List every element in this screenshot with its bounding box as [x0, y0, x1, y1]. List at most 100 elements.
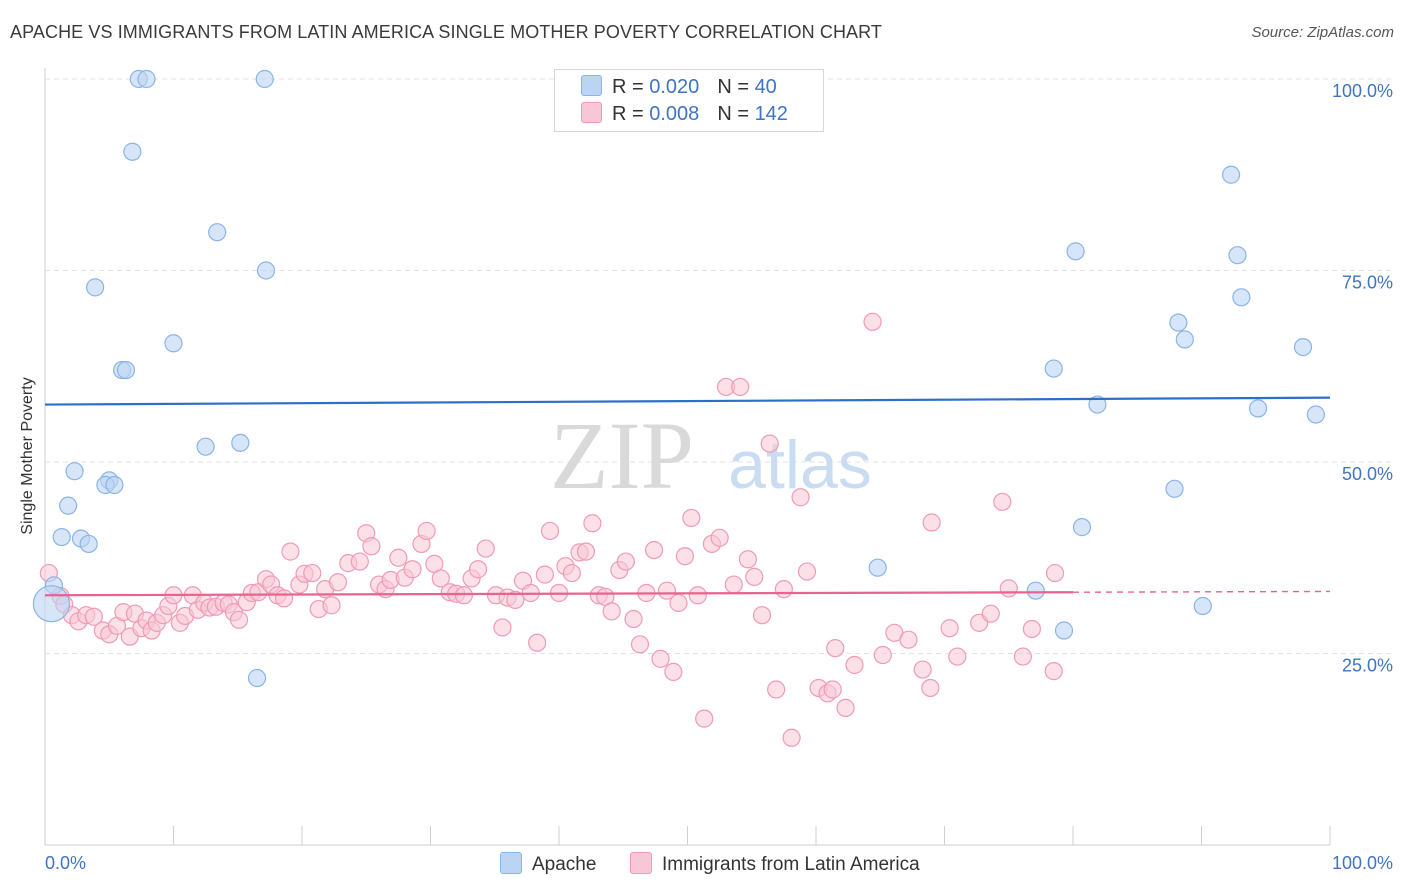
data-point-immigrants [675, 547, 695, 566]
data-point-immigrants [84, 607, 103, 626]
x-tick-label: 100.0% [1332, 853, 1393, 873]
data-point-apache [256, 261, 276, 280]
legend-item-immigrants: Immigrants from Latin America [630, 852, 920, 877]
data-point-apache [1169, 313, 1188, 332]
data-point-apache [1306, 405, 1325, 424]
immigrants-swatch [581, 102, 602, 123]
axes [44, 68, 1331, 846]
data-point-apache [86, 278, 105, 297]
data-point-immigrants [752, 606, 772, 625]
data-point-immigrants [921, 678, 940, 698]
r-label: R = [612, 103, 650, 125]
data-point-immigrants [791, 488, 810, 507]
data-point-apache [65, 462, 84, 481]
legend-row-apache: R = 0.020 N = 40 [581, 75, 777, 99]
data-point-immigrants [303, 563, 322, 583]
series-apache-points [32, 69, 1325, 688]
chart-title: APACHE VS IMMIGRANTS FROM LATIN AMERICA … [10, 22, 883, 42]
data-point-apache [255, 69, 274, 89]
data-point-apache [208, 223, 227, 242]
r-label: R = [612, 76, 650, 98]
data-point-immigrants [328, 573, 348, 592]
series-legend: Apache Immigrants from Latin America [0, 852, 1406, 878]
n-value: 40 [754, 76, 777, 98]
data-point-immigrants [922, 513, 941, 532]
legend-item-apache: Apache [500, 852, 596, 877]
data-point-apache [1175, 330, 1194, 349]
data-point-immigrants [1022, 619, 1041, 639]
legend-label: Immigrants from Latin America [662, 854, 920, 875]
data-point-immigrants [826, 639, 845, 658]
data-point-immigrants [999, 579, 1018, 598]
data-point-immigrants [745, 567, 764, 587]
source-label: Source: ZipAtlas.com [1251, 24, 1394, 41]
data-point-immigrants [981, 604, 1000, 623]
data-point-immigrants [669, 593, 688, 613]
data-point-apache [1232, 288, 1251, 307]
r-value: 0.020 [649, 76, 700, 98]
data-point-immigrants [657, 581, 677, 600]
data-point-immigrants [913, 660, 932, 679]
data-point-apache [1165, 479, 1184, 498]
data-point-apache [231, 433, 250, 452]
data-point-immigrants [948, 647, 967, 666]
data-point-immigrants [583, 514, 602, 533]
data-point-apache [1066, 242, 1085, 261]
trend-line-immigrants [44, 591, 1074, 597]
n-label: N = [717, 76, 755, 98]
data-point-immigrants [710, 528, 729, 547]
data-point-immigrants [993, 492, 1012, 511]
data-point-apache [79, 534, 98, 554]
data-point-immigrants [274, 589, 294, 608]
correlation-legend: R = 0.020 N = 40 R = 0.008 N = 142 [554, 69, 824, 132]
data-point-immigrants [350, 552, 369, 571]
immigrants-legend-swatch [630, 852, 652, 874]
data-point-apache [59, 496, 78, 515]
trend-line-apache [44, 396, 1331, 406]
y-tick-label: 100.0% [1332, 81, 1393, 101]
data-point-immigrants [362, 537, 381, 556]
data-point-immigrants [322, 596, 341, 615]
data-point-immigrants [403, 560, 422, 579]
y-tick-label: 50.0% [1342, 464, 1393, 484]
data-point-immigrants [682, 508, 701, 528]
data-point-immigrants [760, 434, 779, 453]
data-point-immigrants [602, 602, 621, 621]
data-point-apache [1228, 246, 1247, 265]
data-point-immigrants [468, 560, 488, 579]
data-point-immigrants [493, 618, 512, 637]
data-point-apache [105, 475, 124, 495]
legend-row-immigrants: R = 0.008 N = 142 [581, 102, 788, 126]
x-tick-labels: 0.0% 100.0% [45, 853, 1393, 873]
data-point-apache [1054, 621, 1074, 640]
data-point-apache [247, 668, 267, 688]
data-point-immigrants [1013, 647, 1032, 666]
data-point-apache [1026, 581, 1045, 600]
data-point-immigrants [940, 619, 959, 638]
data-point-apache [1221, 165, 1241, 184]
data-point-immigrants [229, 610, 249, 629]
data-point-immigrants [630, 635, 650, 654]
data-point-immigrants [774, 580, 793, 599]
n-value: 142 [754, 103, 788, 125]
data-point-apache [1072, 518, 1092, 537]
data-point-immigrants [731, 377, 750, 397]
data-point-immigrants [823, 680, 842, 699]
data-point-immigrants [644, 540, 664, 560]
data-point-apache [32, 585, 71, 623]
data-point-immigrants [616, 552, 635, 571]
data-point-apache [116, 360, 136, 380]
data-point-immigrants [454, 586, 474, 605]
data-point-immigrants [389, 548, 408, 567]
data-point-immigrants [797, 562, 817, 581]
data-point-immigrants [476, 539, 495, 558]
data-point-immigrants [528, 633, 547, 652]
data-point-immigrants [540, 521, 560, 541]
data-point-immigrants [506, 590, 525, 609]
data-point-immigrants [782, 728, 801, 747]
data-point-immigrants [836, 698, 855, 717]
data-point-immigrants [562, 563, 581, 583]
trend-line-immigrants-projection [1072, 590, 1331, 593]
data-point-immigrants [576, 542, 596, 561]
